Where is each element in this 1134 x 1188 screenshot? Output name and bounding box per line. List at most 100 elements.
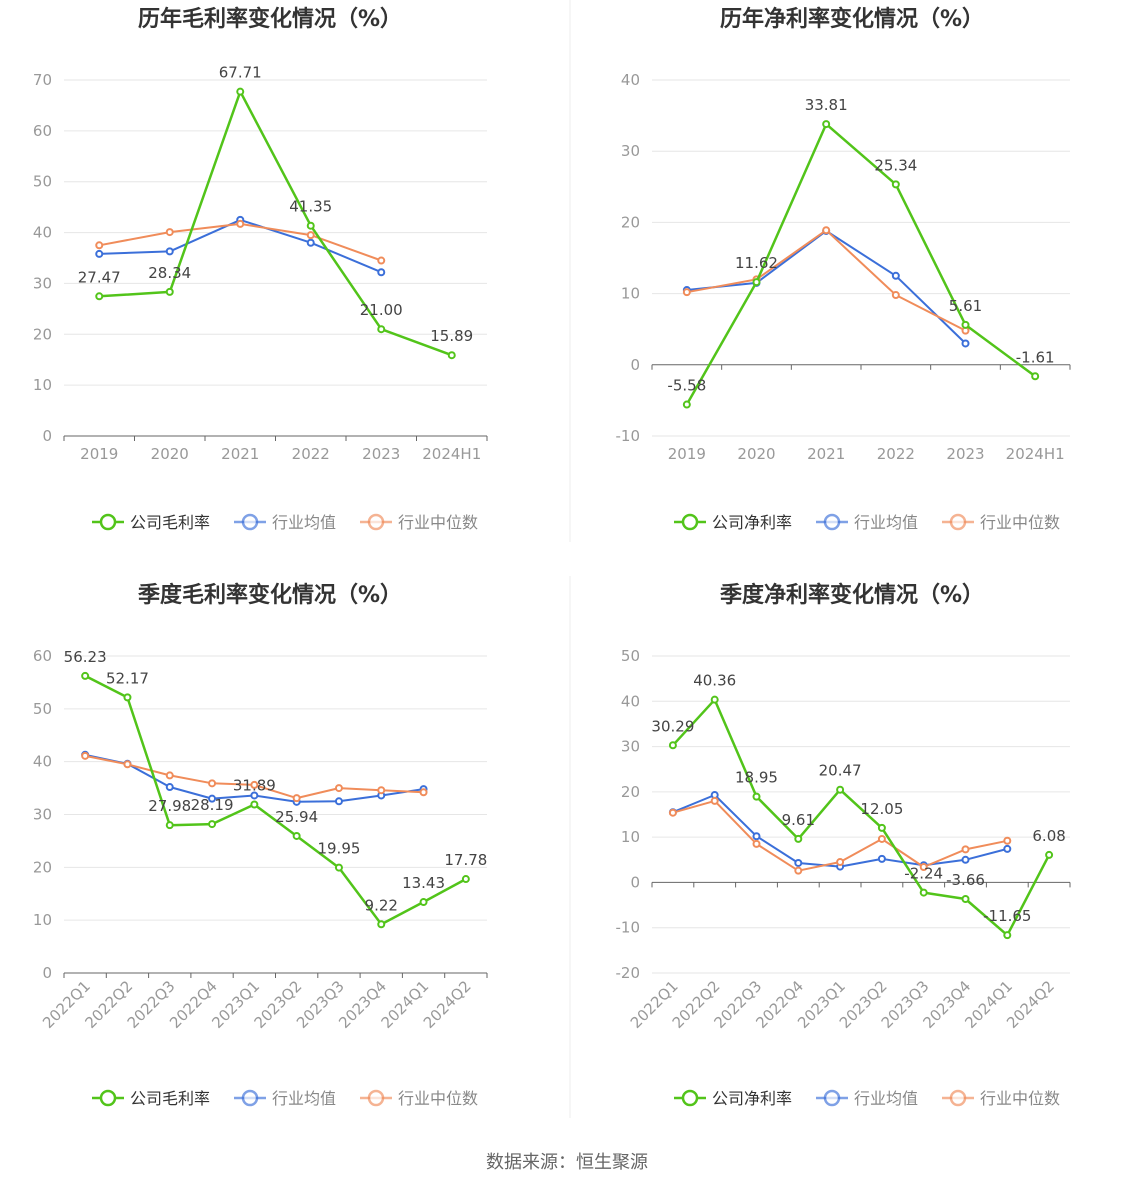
data-point-median: [836, 858, 845, 867]
data-label: 20.47: [819, 762, 862, 780]
chart-title: 历年毛利率变化情况（%）: [138, 6, 402, 32]
data-point-avg: [891, 271, 900, 280]
legend-item-company: 公司净利率: [674, 1089, 792, 1108]
data-point-company: [165, 821, 174, 830]
y-tick-label: 50: [33, 173, 52, 191]
data-point-median: [250, 780, 259, 789]
data-point-company: [1003, 931, 1012, 940]
legend-item-median: 行业中位数: [942, 513, 1060, 532]
data-point-company: [250, 800, 259, 809]
data-point-median: [710, 796, 719, 805]
chart-panel-1: 历年毛利率变化情况（%） 0 10 20 30 40 50 60 70 2019 2020 2021 2…: [33, 6, 488, 532]
data-point-company: [123, 693, 132, 702]
y-tick-label: 10: [621, 828, 640, 846]
data-point-median: [919, 863, 928, 872]
y-tick-label: 20: [621, 783, 640, 801]
data-point-median: [95, 241, 104, 250]
x-tick-label: 2023: [362, 445, 400, 463]
data-label: 9.61: [782, 811, 815, 829]
x-tick-label: 2020: [737, 445, 775, 463]
data-label: 12.05: [860, 800, 903, 818]
chart-panel-4: 季度净利率变化情况（%）-20-10010203040502022Q12022Q…: [616, 582, 1071, 1108]
legend-marker: [241, 1089, 259, 1107]
legend-marker: [99, 1089, 117, 1107]
legend-label: 行业中位数: [398, 513, 478, 532]
data-label: -5.58: [667, 377, 706, 395]
data-point-company: [752, 278, 761, 287]
x-tick-label: 2024H1: [1006, 445, 1065, 463]
legend-item-median: 行业中位数: [360, 513, 478, 532]
data-point-median: [419, 788, 428, 797]
data-point-company: [1045, 850, 1054, 859]
data-label: 21.00: [360, 301, 403, 319]
data-label: -2.24: [904, 865, 943, 883]
y-tick-label: 40: [33, 224, 52, 242]
data-point-avg: [250, 791, 259, 800]
data-point-company: [891, 180, 900, 189]
legend-label: 行业均值: [854, 1089, 918, 1108]
data-label: 19.95: [317, 840, 360, 858]
data-point-median: [236, 219, 245, 228]
y-tick-label: 0: [42, 964, 52, 982]
data-point-median: [794, 866, 803, 875]
data-label: 13.43: [402, 874, 445, 892]
x-tick-label: 2023: [946, 445, 984, 463]
data-label: 41.35: [289, 198, 332, 216]
y-tick-label: 20: [33, 325, 52, 343]
legend-label: 行业中位数: [398, 1089, 478, 1108]
data-point-company: [447, 351, 456, 360]
legend-marker: [241, 513, 259, 531]
data-point-avg: [306, 238, 315, 247]
legend-item-avg: 行业均值: [816, 1089, 918, 1108]
data-point-avg: [95, 249, 104, 258]
y-tick-label: -10: [616, 427, 641, 445]
data-label: 40.36: [693, 672, 736, 690]
x-tick-label: 2021: [807, 445, 845, 463]
data-point-avg: [165, 247, 174, 256]
data-point-company: [95, 292, 104, 301]
legend-label: 行业中位数: [980, 1089, 1060, 1108]
data-point-avg: [752, 832, 761, 841]
data-point-company: [836, 785, 845, 794]
y-tick-label: -10: [616, 919, 641, 937]
data-point-company: [752, 792, 761, 801]
data-point-median: [877, 834, 886, 843]
data-point-company: [81, 671, 90, 680]
series-line-company: [685, 122, 1036, 406]
y-tick-label: 30: [621, 738, 640, 756]
data-point-avg: [961, 339, 970, 348]
data-point-company: [682, 400, 691, 409]
x-tick-label: 2021: [221, 445, 259, 463]
y-tick-label: 30: [33, 274, 52, 292]
legend-label: 公司净利率: [712, 1089, 792, 1108]
data-point-median: [377, 256, 386, 265]
legend-item-median: 行业中位数: [942, 1089, 1060, 1108]
legend-label: 公司净利率: [712, 513, 792, 532]
x-tick-label: 2019: [668, 445, 706, 463]
x-tick-label: 2022: [877, 445, 915, 463]
data-label: 11.62: [735, 254, 778, 272]
data-point-avg: [208, 794, 217, 803]
legend-item-company: 公司毛利率: [92, 1089, 210, 1108]
data-label: 15.89: [430, 327, 473, 345]
y-tick-label: 70: [33, 71, 52, 89]
data-point-avg: [165, 783, 174, 792]
y-tick-label: 60: [33, 647, 52, 665]
data-point-median: [668, 808, 677, 817]
data-label: 17.78: [444, 851, 487, 869]
data-label: 52.17: [106, 669, 149, 687]
series-line-company: [671, 698, 1051, 937]
data-label: -11.65: [983, 907, 1031, 925]
series-line-avg: [672, 794, 1008, 868]
data-point-median: [752, 839, 761, 848]
data-point-avg: [377, 268, 386, 277]
data-point-company: [877, 823, 886, 832]
legend-item-avg: 行业均值: [234, 1089, 336, 1108]
chart-panel-2: 历年净利率变化情况（%） -10 0 10 20 30 40 2019 2020 2021 2022…: [616, 6, 1071, 532]
chart-title: 历年净利率变化情况（%）: [720, 6, 984, 32]
data-point-median: [123, 760, 132, 769]
x-tick-label: 2024H1: [422, 445, 481, 463]
data-point-median: [334, 784, 343, 793]
legend-item-company: 公司净利率: [674, 513, 792, 532]
